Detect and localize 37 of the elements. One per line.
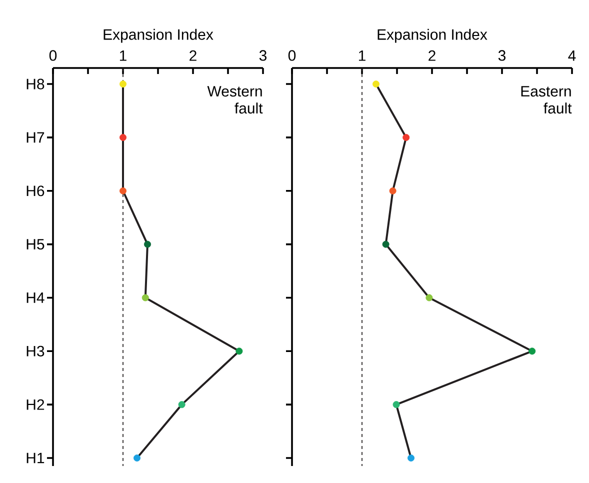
point	[120, 134, 126, 141]
x-tick-label: 1	[120, 50, 126, 61]
point	[236, 348, 243, 355]
x-tick-label: 1	[358, 50, 366, 61]
point	[134, 454, 141, 462]
point	[528, 348, 536, 355]
annotation: Eastern fault	[521, 86, 572, 114]
y-tick-label: H1	[26, 452, 44, 464]
annotation: Western fault	[207, 86, 263, 114]
point	[392, 401, 400, 408]
x-tick-label: 3	[259, 50, 267, 61]
point	[408, 454, 415, 462]
y-tick-label: H4	[26, 292, 44, 303]
point	[142, 294, 149, 302]
x-axis-title: Expansion Index	[104, 28, 214, 43]
point	[382, 240, 390, 248]
y-tick-label: H3	[26, 346, 44, 356]
y-tick-label: H7	[26, 132, 44, 143]
x-tick-label: 2	[190, 50, 196, 61]
x-tick-label: 0	[49, 50, 57, 61]
x-tick-label: 4	[568, 50, 576, 61]
point	[426, 294, 433, 302]
point	[402, 134, 410, 141]
x-axis-title: Expansion Index	[378, 28, 488, 43]
point	[389, 187, 396, 194]
point	[120, 80, 126, 88]
y-tick-label: H5	[26, 239, 44, 250]
x-tick-label: 0	[288, 50, 296, 61]
y-tick-label: H6	[26, 186, 44, 196]
point	[144, 240, 152, 248]
point	[372, 80, 380, 88]
y-tick-label: H2	[26, 399, 44, 410]
point	[120, 187, 126, 194]
x-tick-label: 3	[498, 50, 506, 61]
y-tick-label: H8	[26, 78, 44, 90]
x-tick-label: 2	[428, 50, 436, 61]
point	[178, 401, 186, 408]
